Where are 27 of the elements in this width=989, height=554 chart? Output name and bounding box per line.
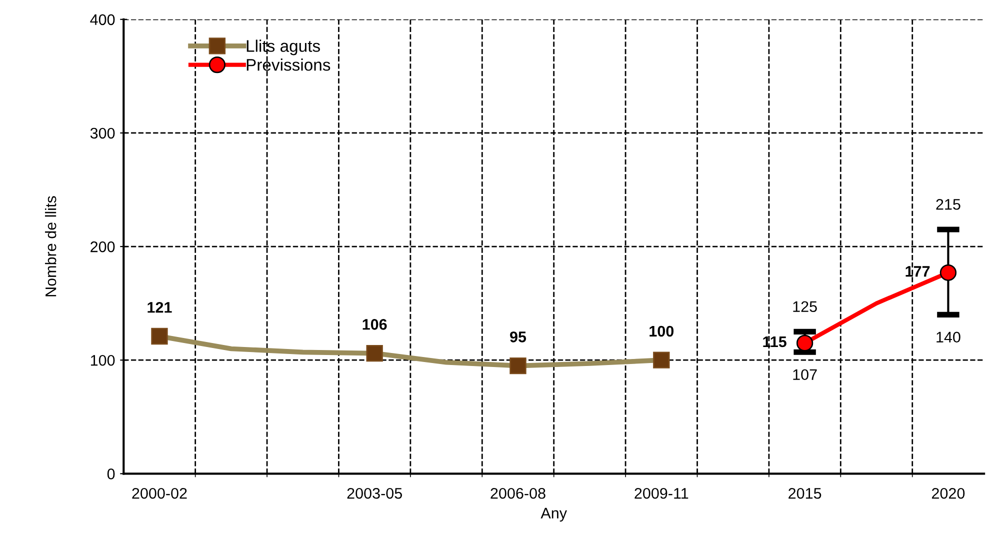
annotation: 125: [793, 301, 817, 312]
data-label: 100: [650, 326, 674, 337]
y-tick-label: 400: [90, 14, 115, 26]
point: [940, 264, 957, 281]
x-tick-label: 2020: [932, 488, 965, 499]
x-tick-label: 2000-02: [132, 488, 187, 499]
y-tick-label: 0: [107, 468, 115, 480]
x-tick-label: 2015: [788, 488, 822, 499]
data-label: 106: [362, 319, 387, 330]
data-label: 177: [906, 266, 930, 277]
data-label: 115: [763, 336, 786, 348]
annotation: 107: [793, 369, 817, 380]
annotation: 140: [936, 332, 960, 343]
data-label: 95: [510, 332, 526, 342]
y-tick-label: 200: [90, 241, 115, 252]
legend-label: Previssions: [246, 58, 330, 71]
y-tick-label: 100: [90, 354, 115, 366]
annotation: 215: [936, 198, 960, 210]
point: [796, 334, 814, 352]
data-label: 121: [148, 302, 172, 313]
x-tick-label: 2009-11: [634, 488, 688, 499]
x-tick-label: 2003-05: [347, 488, 402, 499]
y-tick-label: 300: [90, 128, 115, 139]
x-axis-title: Any: [540, 508, 567, 522]
y-axis-title: Nombre de llits: [45, 196, 56, 296]
x-tick-label: 2006-08: [490, 488, 546, 499]
legend-label: Llits aguts: [246, 40, 320, 56]
